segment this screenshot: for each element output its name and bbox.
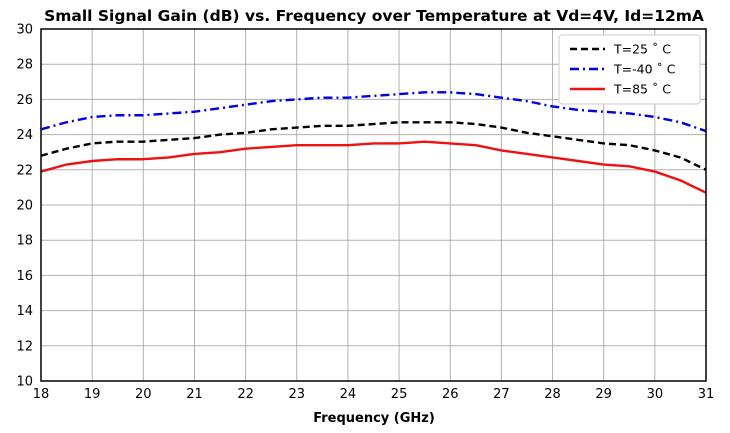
legend-label-1: T=-40 ˚ C — [613, 62, 676, 77]
y-tick-label: 12 — [16, 339, 33, 354]
series-line-0 — [40, 121, 707, 171]
y-tick-label: 30 — [16, 23, 33, 38]
legend-box — [558, 34, 701, 105]
x-tick-label: 22 — [237, 387, 254, 402]
x-axis-title: Frequency (GHz) — [313, 411, 435, 426]
x-tick-label: 30 — [647, 387, 664, 402]
x-tick-label: 28 — [544, 387, 561, 402]
x-tick-label: 29 — [595, 387, 612, 402]
x-tick-label: 21 — [186, 387, 203, 402]
y-tick-label: 24 — [16, 128, 33, 143]
chart-title: Small Signal Gain (dB) vs. Frequency ove… — [44, 7, 704, 25]
y-tick-labels: 10 12 14 16 18 20 22 24 26 28 30 — [16, 23, 33, 390]
legend-label-2: T=85 ˚ C — [613, 82, 671, 97]
series-line-1 — [40, 91, 707, 133]
plot-area-border — [40, 28, 707, 382]
x-tick-label: 19 — [84, 387, 101, 402]
y-tick-label: 22 — [16, 163, 33, 178]
x-tick-label: 20 — [135, 387, 152, 402]
y-tick-label: 14 — [16, 304, 33, 319]
series-lines — [40, 91, 707, 194]
y-tick-label: 20 — [16, 199, 33, 214]
x-tick-label: 18 — [33, 387, 50, 402]
x-tick-labels: 18 19 20 21 22 23 24 25 26 27 28 29 30 31 — [33, 387, 715, 402]
x-tick-label: 25 — [391, 387, 408, 402]
y-tick-label: 26 — [16, 93, 33, 108]
y-tick-label: 28 — [16, 58, 33, 73]
x-tick-label: 31 — [698, 387, 715, 402]
series-line-2 — [40, 140, 707, 194]
x-tick-label: 27 — [493, 387, 510, 402]
legend: T=25 ˚ C T=-40 ˚ C T=85 ˚ C — [558, 34, 701, 105]
y-tick-label: 18 — [16, 234, 33, 249]
y-tick-label: 16 — [16, 269, 33, 284]
legend-label-0: T=25 ˚ C — [613, 42, 671, 57]
x-tick-label: 24 — [340, 387, 357, 402]
y-tick-label: 10 — [16, 375, 33, 390]
x-tick-label: 26 — [442, 387, 459, 402]
x-tick-label: 23 — [288, 387, 305, 402]
